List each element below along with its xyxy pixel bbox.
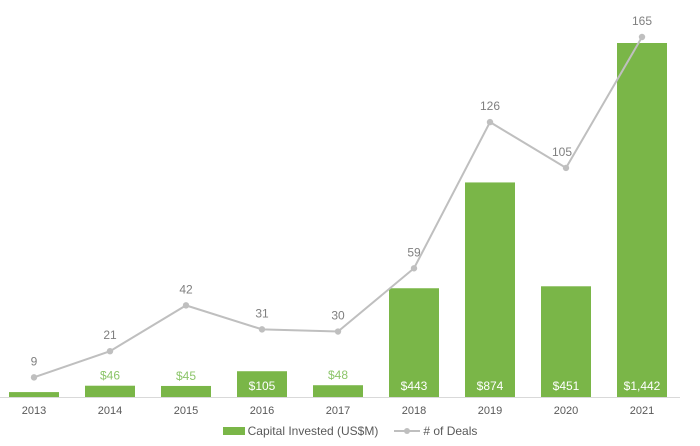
- deals-value-label: 21: [103, 328, 117, 342]
- x-tick-label: 2018: [402, 405, 426, 417]
- legend: Capital Invested (US$M) # of Deals: [0, 424, 700, 438]
- bar-value-label: $46: [100, 369, 120, 383]
- bar-2019: [465, 182, 515, 397]
- bar-2017: [313, 385, 363, 397]
- bar-2014: [85, 385, 135, 397]
- deals-marker: [486, 118, 494, 126]
- deals-value-label: 126: [480, 99, 500, 113]
- deals-marker: [410, 265, 418, 272]
- legend-label-deals: # of Deals: [423, 424, 478, 438]
- bar-value-label: $48: [328, 368, 348, 382]
- deals-value-label: 30: [331, 309, 345, 323]
- deals-marker: [638, 33, 646, 41]
- deals-marker: [182, 302, 190, 309]
- bar-value-label: $45: [176, 369, 196, 383]
- bar-2020: [541, 286, 591, 397]
- line-marker-icon: [394, 426, 421, 436]
- bar-value-label: $874: [477, 379, 504, 393]
- bar-2013: [9, 392, 59, 397]
- deals-value-label: 59: [407, 245, 421, 259]
- legend-label-capital: Capital Invested (US$M): [247, 424, 379, 438]
- deals-value-label: 42: [179, 282, 193, 296]
- deals-value-label: 165: [632, 14, 652, 28]
- x-tick-label: 2016: [250, 405, 274, 417]
- bar-2018: [389, 288, 439, 397]
- deals-marker: [106, 347, 114, 355]
- deals-value-label: 31: [255, 306, 269, 320]
- deals-value-label: 9: [31, 354, 38, 368]
- x-tick-label: 2019: [478, 405, 502, 417]
- bar-value-label: $451: [553, 379, 580, 393]
- deals-marker: [30, 374, 38, 381]
- bar-value-label: $443: [401, 379, 428, 393]
- bar-value-label: $1,442: [624, 379, 661, 393]
- x-tick-label: 2013: [22, 405, 46, 417]
- x-tick-label: 2020: [554, 405, 578, 417]
- bar-2015: [161, 385, 211, 397]
- bar-2021: [617, 43, 667, 397]
- legend-item-capital: Capital Invested (US$M): [222, 424, 379, 438]
- x-tick-label: 2017: [326, 405, 350, 417]
- bar-2016: [237, 371, 287, 397]
- legend-item-deals: # of Deals: [394, 424, 477, 438]
- x-tick-label: 2014: [98, 405, 122, 417]
- bar-swatch-icon: [222, 427, 245, 435]
- deals-marker: [258, 326, 266, 333]
- deals-marker: [562, 164, 570, 172]
- x-tick-label: 2015: [174, 405, 198, 417]
- deals-value-label: 105: [552, 145, 572, 159]
- bar-value-label: $105: [249, 379, 276, 393]
- deals-marker: [334, 328, 342, 335]
- x-tick-label: 2021: [630, 405, 654, 417]
- combo-chart: 2013 $46 2014 $45 2015 $105 2016 $48 2017 $443 201…: [0, 14, 680, 417]
